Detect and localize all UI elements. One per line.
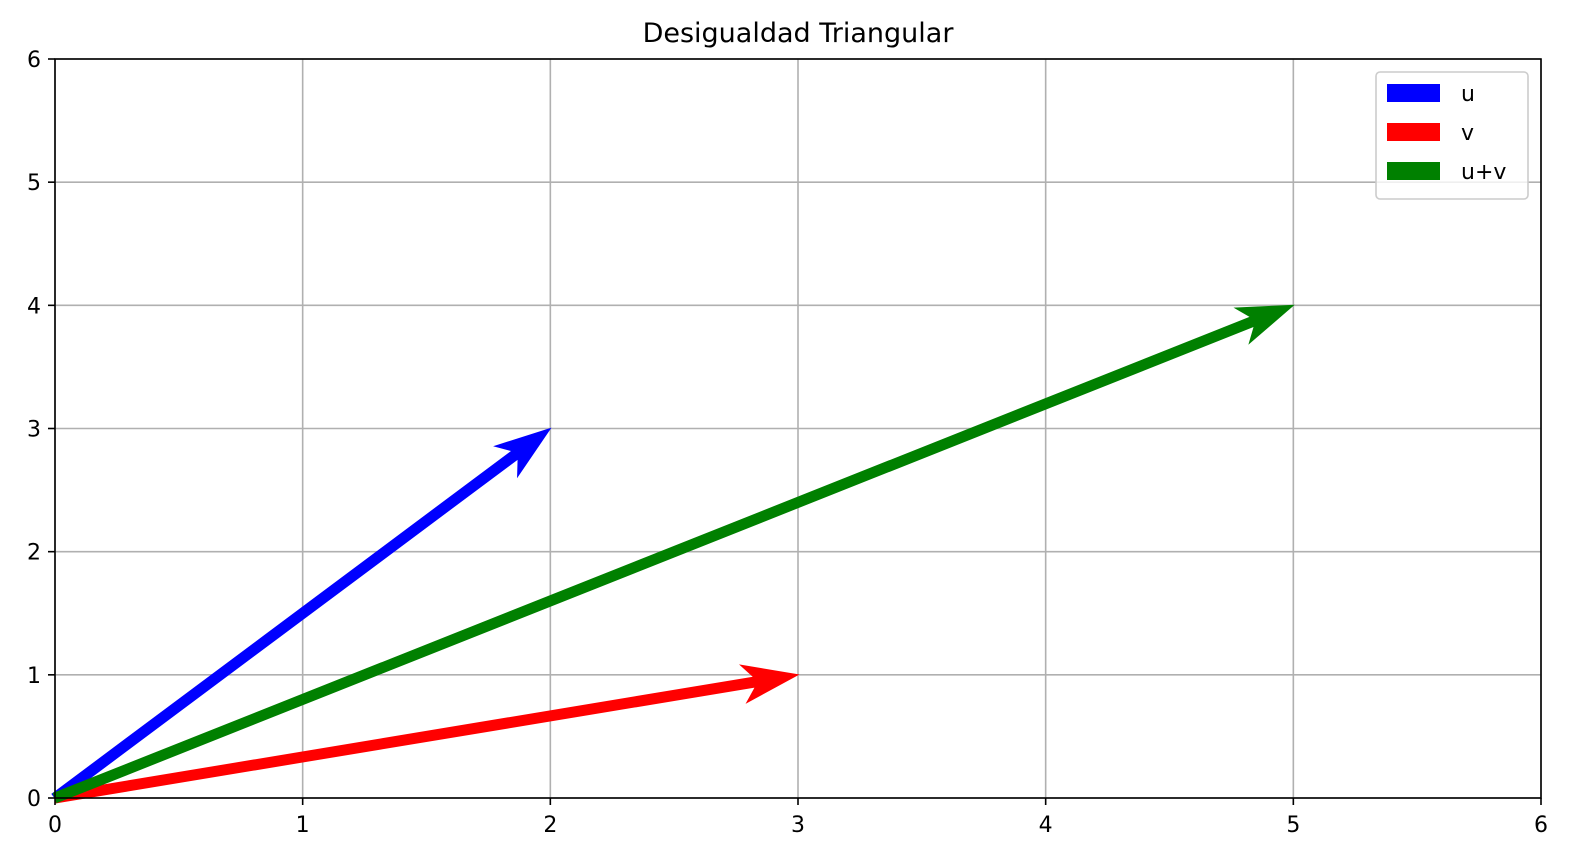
legend-label: v [1461,121,1474,146]
legend-swatch [1387,162,1440,180]
axis-ticks: 0 1 2 3 4 5 6 0 1 2 3 4 5 6 [27,48,1548,838]
x-tick-label: 3 [791,813,805,838]
x-tick-label: 0 [48,813,62,838]
y-tick-label: 3 [27,418,41,443]
x-tick-label: 2 [543,813,557,838]
vector-arrows [51,304,1295,804]
x-tick-label: 1 [296,813,310,838]
vector-arrow-1 [53,664,800,804]
legend-swatch [1387,123,1440,141]
y-tick-label: 0 [27,787,41,812]
y-tick-label: 6 [27,48,41,73]
chart-title: Desigualdad Triangular [643,18,955,49]
legend: uv u+v [1375,71,1529,200]
x-tick-label: 5 [1286,813,1300,838]
x-tick-label: 6 [1534,813,1548,838]
vector-arrow-2 [52,304,1295,804]
vector-arrow-0 [51,427,552,803]
legend-swatch [1387,84,1440,102]
y-tick-label: 1 [27,664,41,689]
y-tick-label: 5 [27,171,41,196]
x-tick-label: 4 [1039,813,1053,838]
y-tick-label: 2 [27,541,41,566]
y-tick-label: 4 [27,294,41,319]
legend-label: u+v [1461,160,1506,185]
legend-label: u [1461,82,1475,107]
